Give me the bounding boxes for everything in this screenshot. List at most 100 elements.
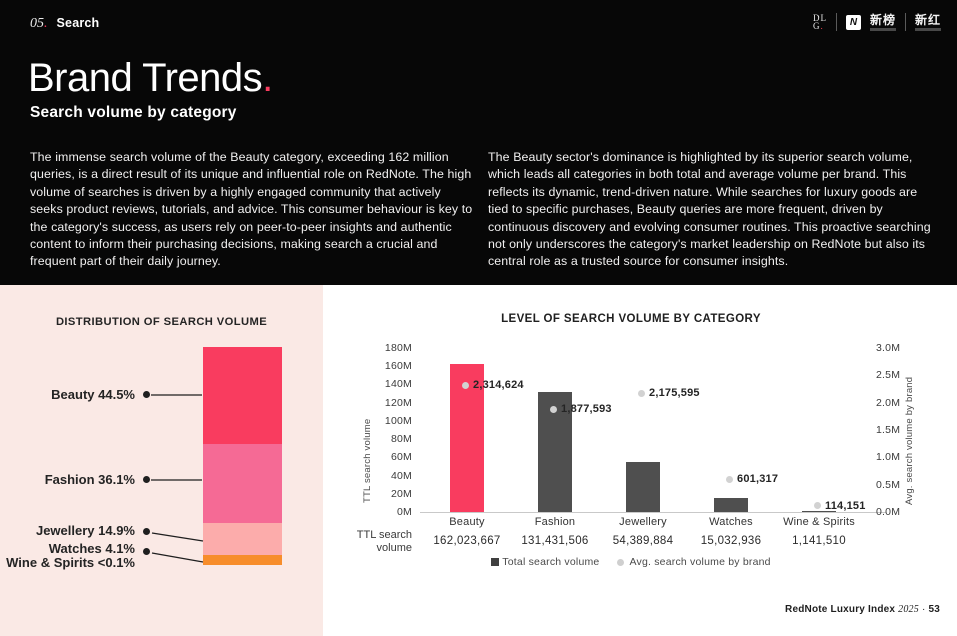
right-axis-tick: 1.0M [876,451,901,464]
category-label-watches: Watches [709,516,753,528]
ttl-value-fashion: 131,431,506 [521,535,589,547]
category-label-jewellery: Jewellery [619,516,667,528]
total-volume-bar-jewellery [626,462,660,512]
left-axis-tick: 120M [384,396,412,409]
x-axis-baseline [420,512,886,513]
section-eyebrow: 05. Search [30,16,99,32]
callout-label-watches: Watches 4.1% [48,541,135,556]
right-axis-tick: 3.0M [876,342,901,354]
right-axis-tick: 2.5M [876,369,901,382]
level-chart-title: LEVEL OF SEARCH VOLUME BY CATEGORY [501,313,761,325]
page-subtitle: Search volume by category [30,104,237,121]
page-footer: RedNote Luxury Index 2025 · 53 [785,604,940,615]
footer-page-number: 53 [928,604,940,615]
dlg-logo-line1: DL [812,13,827,23]
legend-square-icon [491,558,500,566]
left-axis-tick: 140M [384,378,412,391]
left-axis-tick: 180M [384,342,412,354]
title-accent-dot: . [262,56,273,100]
avg-volume-dot-jewellery [638,389,645,397]
footer-year: 2025 [898,604,919,615]
ttl-value-watches: 15,032,936 [700,535,762,547]
category-label-fashion: Fashion [534,516,576,528]
distribution-stacked-bar [203,347,282,564]
right-axis-tick: 1.5M [876,424,901,436]
footer-separator: · [921,604,926,615]
avg-volume-value-jewellery: 2,175,595 [649,387,700,400]
total-volume-bar-wine-spirits [802,510,836,512]
category-label-wine-spirits: Wine & Spirits [783,516,855,528]
ttl-value-beauty: 162,023,667 [433,535,501,547]
ttl-value-wine-spirits: 1,141,510 [792,535,846,547]
level-chart: LEVEL OF SEARCH VOLUME BY CATEGORY TTL s… [330,285,957,636]
avg-volume-dot-beauty [462,381,469,389]
left-axis-tick: 80M [390,433,412,446]
section-number: 05 [30,16,44,31]
right-axis-tick: 0.5M [876,478,901,491]
callout-dot-watches [143,548,150,555]
newrank-logo-icon: N [845,14,861,30]
intro-paragraph-left: The immense search volume of the Beauty … [30,150,473,269]
avg-volume-value-fashion: 1,877,593 [561,403,612,416]
callout-label-fashion: Fashion 36.1% [44,472,135,487]
callout-dot-jewellery [143,528,150,535]
callout-label-beauty: Beauty 44.5% [51,387,135,402]
callout-label-jewellery: Jewellery 14.9% [35,523,135,538]
charts-section: DISTRIBUTION OF SEARCH VOLUME Beauty 44.… [0,285,957,636]
stacked-segment-fashion [203,443,282,523]
newrank-logo: 新榜 [869,12,896,31]
stacked-segment-watches [203,554,282,564]
right-axis-tick: 2.0M [876,396,901,409]
legend-label-avg: Avg. search volume by brand [629,556,771,568]
ttl-row-caption: TTL search volume [330,529,412,555]
callout-dot-beauty [143,391,150,398]
right-axis-tick: 0.0M [876,506,901,518]
callout-dot-fashion [143,476,150,483]
category-label-beauty: Beauty [449,516,485,528]
dlg-logo-line2: G. [812,21,824,31]
total-volume-bar-watches [714,498,748,512]
logo-divider [835,13,837,31]
avg-volume-value-beauty: 2,314,624 [473,379,524,392]
xinhong-logo: 新红 [914,12,941,31]
left-axis-tick: 20M [390,487,412,500]
distribution-panel: DISTRIBUTION OF SEARCH VOLUME Beauty 44.… [0,285,323,636]
avg-volume-dot-wine-spirits [814,502,821,510]
callout-label-wine-spirits: Wine & Spirits <0.1% [6,555,135,570]
avg-volume-dot-watches [726,475,733,483]
distribution-chart-title: DISTRIBUTION OF SEARCH VOLUME [55,316,268,328]
footer-report-name: RedNote Luxury Index [785,604,896,615]
avg-volume-value-watches: 601,317 [737,473,779,486]
stacked-segment-jewellery [203,522,282,555]
ttl-value-jewellery: 54,389,884 [612,535,674,547]
ttl-row-caption-line2: volume [376,542,412,554]
legend-label-total: Total search volume [502,556,600,568]
page-title: Brand Trends. [28,56,273,100]
legend-item-total: Total search volume [491,556,599,568]
newrank-logo-text: 新榜 [869,12,896,27]
left-axis-tick: 160M [384,360,412,373]
avg-volume-dot-fashion [550,405,557,413]
dlg-logo: DL G. [812,13,827,31]
chart-legend: Total search volume Avg. search volume b… [330,556,932,568]
stacked-segment-beauty [203,347,282,444]
xinhong-logo-subtext-bar [914,27,941,31]
left-axis-tick: 40M [390,469,412,482]
logo-divider [904,13,906,31]
avg-volume-value-wine-spirits: 114,151 [825,499,866,512]
section-number-dot: . [44,16,48,31]
left-axis-tick: 0M [397,506,412,518]
legend-dot-icon [617,558,625,566]
ttl-row-caption-line1: TTL search [356,529,412,541]
left-axis-tick: 100M [384,414,412,427]
left-axis-tick: 60M [390,451,412,464]
xinhong-logo-text: 新红 [914,12,941,27]
intro-columns: The immense search volume of the Beauty … [30,149,932,271]
intro-paragraph-right: The Beauty sector's dominance is highlig… [488,150,931,269]
section-label: Search [56,16,100,30]
total-volume-bar-beauty [450,364,484,512]
logo-strip: DL G. N 新榜 新红 [813,13,941,31]
newrank-logo-subtext-bar [869,27,896,31]
legend-item-avg: Avg. search volume by brand [617,556,770,568]
